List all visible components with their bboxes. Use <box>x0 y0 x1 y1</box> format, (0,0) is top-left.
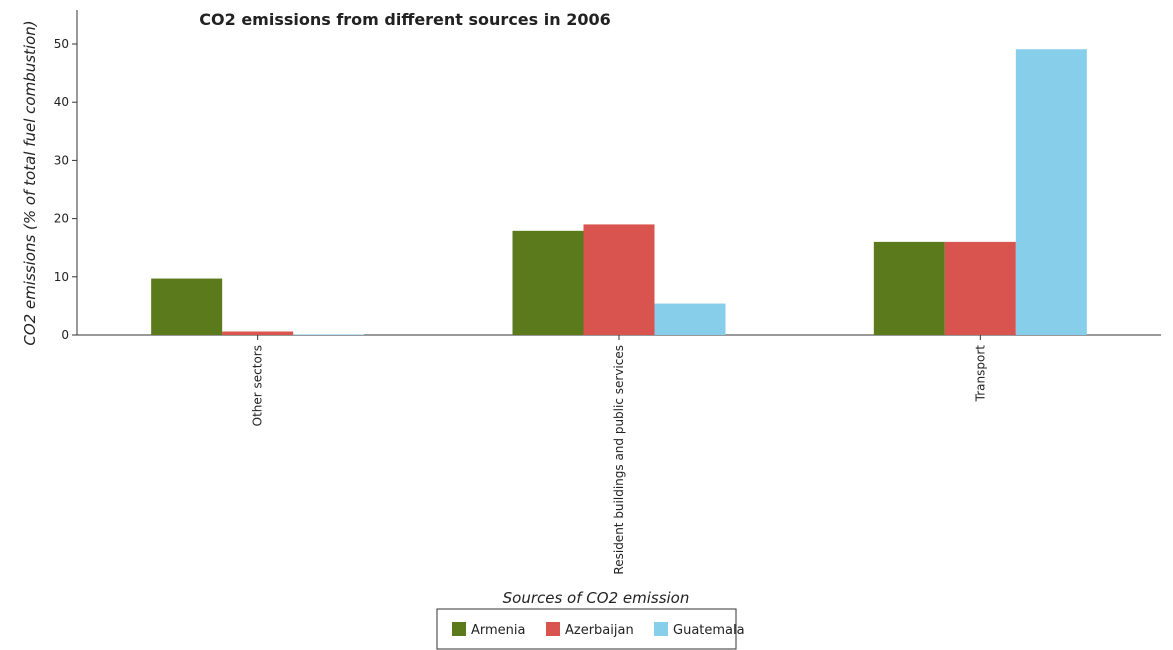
bar-azerbaijan-3 <box>944 241 1016 335</box>
y-tick-label: 10 <box>54 270 69 284</box>
x-tick-label: Transport <box>973 345 987 403</box>
bar-guatemala-3 <box>1015 49 1087 335</box>
y-tick-label: 0 <box>61 328 69 342</box>
legend-label-azerbaijan: Azerbaijan <box>565 623 634 638</box>
legend-label-armenia: Armenia <box>471 623 526 638</box>
bar-azerbaijan-1 <box>222 331 294 335</box>
bar-azerbaijan-2 <box>583 224 655 335</box>
legend-swatch-guatemala <box>654 622 668 636</box>
bar-armenia-1 <box>151 278 223 335</box>
chart-title: CO2 emissions from different sources in … <box>199 10 610 29</box>
bar-guatemala-2 <box>654 303 726 335</box>
x-tick-label: Other sectors <box>251 345 265 426</box>
y-tick-label: 40 <box>54 95 69 109</box>
y-axis-label: CO2 emissions (% of total fuel combustio… <box>21 20 39 345</box>
x-tick-label: Resident buildings and public services <box>612 345 626 575</box>
legend-swatch-armenia <box>452 622 466 636</box>
bar-armenia-2 <box>512 230 584 335</box>
bar-armenia-3 <box>873 241 945 335</box>
x-axis-label: Sources of CO2 emission <box>503 589 690 607</box>
bar-guatemala-1 <box>293 334 365 335</box>
legend: Armenia Azerbaijan Guatemala <box>436 608 745 650</box>
legend-label-guatemala: Guatemala <box>673 623 745 638</box>
legend-swatch-azerbaijan <box>546 622 560 636</box>
plot-area: 0 10 20 30 40 50 Other sectors Resident buildin… <box>54 10 1161 575</box>
legend-box <box>436 608 737 650</box>
y-tick-label: 20 <box>54 212 69 226</box>
y-tick-label: 50 <box>54 37 69 51</box>
y-tick-label: 30 <box>54 153 69 167</box>
